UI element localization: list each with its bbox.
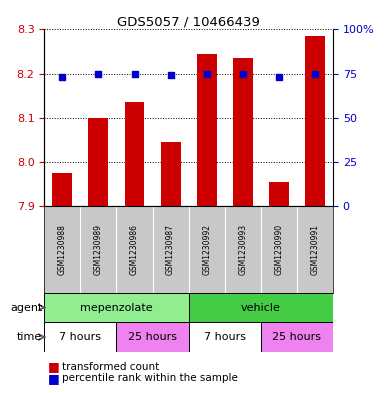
- Text: agent: agent: [10, 303, 42, 312]
- Text: GSM1230989: GSM1230989: [94, 224, 103, 275]
- Bar: [189, 293, 333, 322]
- Point: [59, 74, 65, 81]
- Text: GSM1230990: GSM1230990: [275, 224, 283, 275]
- Title: GDS5057 / 10466439: GDS5057 / 10466439: [117, 15, 260, 28]
- Bar: [52, 173, 72, 206]
- Text: time: time: [17, 332, 42, 342]
- Text: 7 hours: 7 hours: [204, 332, 246, 342]
- Bar: [44, 293, 189, 322]
- Text: GSM1230993: GSM1230993: [238, 224, 247, 275]
- Bar: [161, 142, 181, 206]
- Text: GSM1230986: GSM1230986: [130, 224, 139, 275]
- Bar: [233, 58, 253, 206]
- Bar: [125, 103, 144, 206]
- Text: GSM1230991: GSM1230991: [310, 224, 320, 275]
- Point: [95, 70, 102, 77]
- Bar: [116, 322, 189, 352]
- Text: vehicle: vehicle: [241, 303, 281, 312]
- Text: percentile rank within the sample: percentile rank within the sample: [62, 373, 238, 384]
- Text: transformed count: transformed count: [62, 362, 159, 372]
- Point: [276, 74, 282, 81]
- Point: [131, 70, 137, 77]
- Bar: [44, 322, 116, 352]
- Bar: [89, 118, 108, 206]
- Bar: [197, 54, 217, 206]
- Point: [167, 72, 174, 79]
- Bar: [189, 322, 261, 352]
- Text: 25 hours: 25 hours: [273, 332, 321, 342]
- Text: GSM1230992: GSM1230992: [202, 224, 211, 275]
- Text: GSM1230988: GSM1230988: [58, 224, 67, 275]
- Text: 7 hours: 7 hours: [59, 332, 101, 342]
- Bar: [305, 36, 325, 206]
- Text: ■: ■: [48, 360, 60, 373]
- Point: [312, 70, 318, 77]
- Bar: [269, 182, 289, 206]
- Text: ■: ■: [48, 372, 60, 385]
- Bar: [261, 322, 333, 352]
- Point: [204, 70, 210, 77]
- Text: GSM1230987: GSM1230987: [166, 224, 175, 275]
- Text: 25 hours: 25 hours: [128, 332, 177, 342]
- Text: mepenzolate: mepenzolate: [80, 303, 153, 312]
- Point: [240, 70, 246, 77]
